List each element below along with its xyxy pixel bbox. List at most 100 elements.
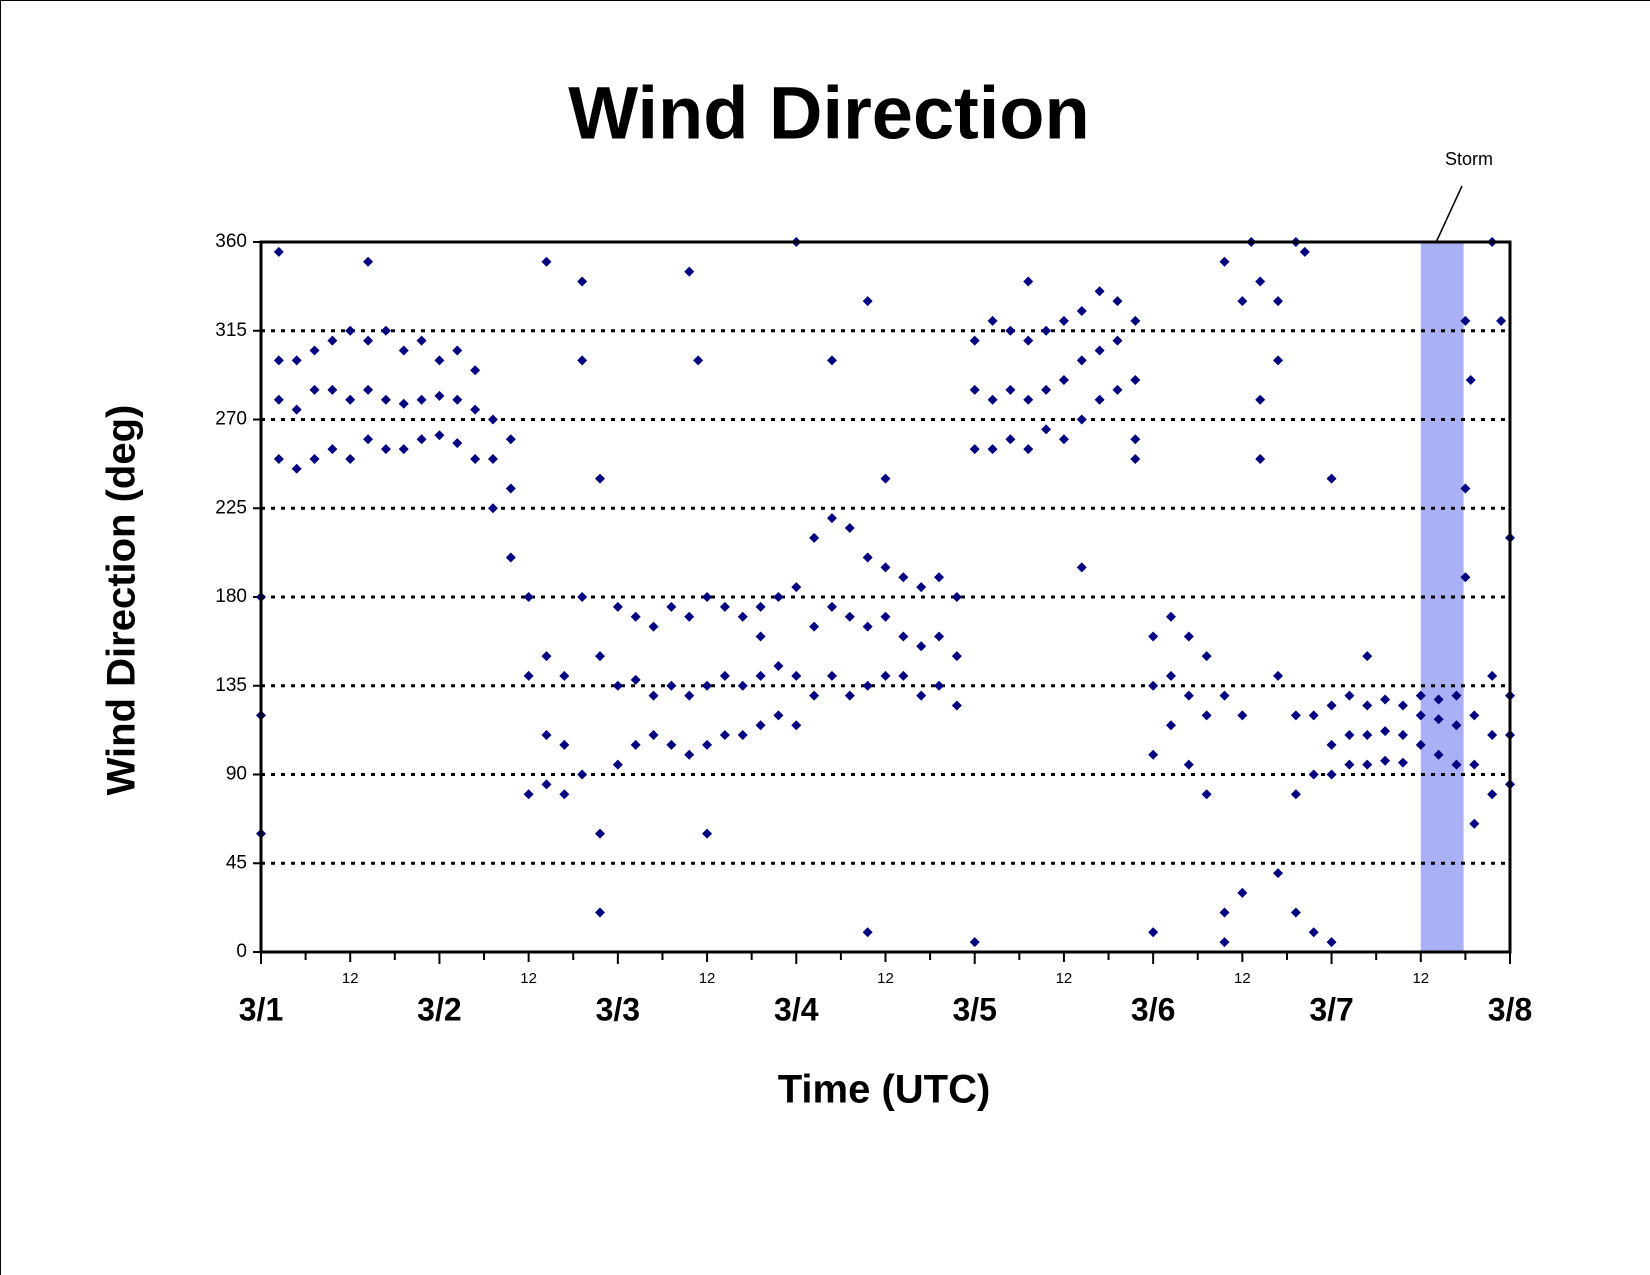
y-tick-label: 315 (215, 320, 247, 341)
point (898, 572, 909, 583)
point (916, 690, 927, 701)
point (1237, 887, 1248, 898)
point (1326, 473, 1337, 484)
point (1005, 384, 1016, 395)
point (541, 651, 552, 662)
point (505, 483, 516, 494)
point (416, 434, 427, 445)
point (1183, 690, 1194, 701)
point (1130, 434, 1141, 445)
point (1237, 296, 1248, 307)
point (1094, 286, 1105, 297)
point (755, 631, 766, 642)
point (719, 601, 730, 612)
point (595, 828, 606, 839)
y-axis-title: Wind Direction (deg) (100, 405, 144, 796)
y-tick-label: 180 (215, 586, 247, 607)
point (487, 453, 498, 464)
point (1273, 296, 1284, 307)
point (1460, 572, 1471, 583)
point (880, 562, 891, 573)
point (880, 473, 891, 484)
point (1487, 730, 1498, 741)
point (434, 430, 445, 441)
point (1005, 434, 1016, 445)
point (273, 246, 284, 257)
point (1041, 384, 1052, 395)
point (809, 690, 820, 701)
point (1469, 759, 1480, 770)
storm-leader (1435, 185, 1463, 243)
point (951, 700, 962, 711)
point (1362, 759, 1373, 770)
point (1326, 769, 1337, 780)
point (487, 414, 498, 425)
point (1112, 335, 1123, 346)
point (470, 404, 481, 415)
point (1201, 710, 1212, 721)
point (1433, 714, 1444, 725)
point (773, 661, 784, 672)
point (648, 730, 659, 741)
point (755, 720, 766, 731)
point (434, 390, 445, 401)
point (1451, 759, 1462, 770)
point (702, 680, 713, 691)
point (916, 641, 927, 652)
point (273, 453, 284, 464)
point (987, 315, 998, 326)
y-tick-label: 0 (236, 941, 247, 962)
point (1433, 694, 1444, 705)
point (452, 438, 463, 449)
point (719, 730, 730, 741)
point (577, 769, 588, 780)
point (969, 384, 980, 395)
point (809, 621, 820, 632)
point (612, 759, 623, 770)
point (1076, 562, 1087, 573)
point (969, 937, 980, 948)
x-minor-tick-label: 12 (1056, 970, 1073, 987)
point (363, 384, 374, 395)
point (702, 739, 713, 750)
point (1380, 755, 1391, 766)
point (380, 444, 391, 455)
point (1148, 927, 1159, 938)
point (1076, 355, 1087, 366)
point (1058, 315, 1069, 326)
point (309, 345, 320, 356)
point (1130, 453, 1141, 464)
point (1487, 670, 1498, 681)
point (844, 690, 855, 701)
point (934, 680, 945, 691)
point (1290, 907, 1301, 918)
point (1460, 483, 1471, 494)
point (380, 394, 391, 405)
point (559, 739, 570, 750)
point (826, 513, 837, 524)
x-tick-label: 3/4 (774, 991, 819, 1027)
point (345, 453, 356, 464)
point (1344, 690, 1355, 701)
point (1130, 315, 1141, 326)
point (1433, 749, 1444, 760)
point (1326, 700, 1337, 711)
point (773, 592, 784, 602)
point (345, 394, 356, 405)
point (791, 670, 802, 681)
point (1023, 394, 1034, 405)
point (1362, 730, 1373, 741)
point (1058, 375, 1069, 386)
x-minor-tick-label: 12 (699, 970, 716, 987)
y-tick-label: 270 (215, 409, 247, 430)
point (969, 335, 980, 346)
point (1201, 651, 1212, 662)
point (951, 592, 962, 602)
point (309, 453, 320, 464)
point (380, 325, 391, 336)
point (1165, 670, 1176, 681)
point (345, 325, 356, 336)
point (934, 572, 945, 583)
point (1112, 296, 1123, 307)
point (1165, 720, 1176, 731)
